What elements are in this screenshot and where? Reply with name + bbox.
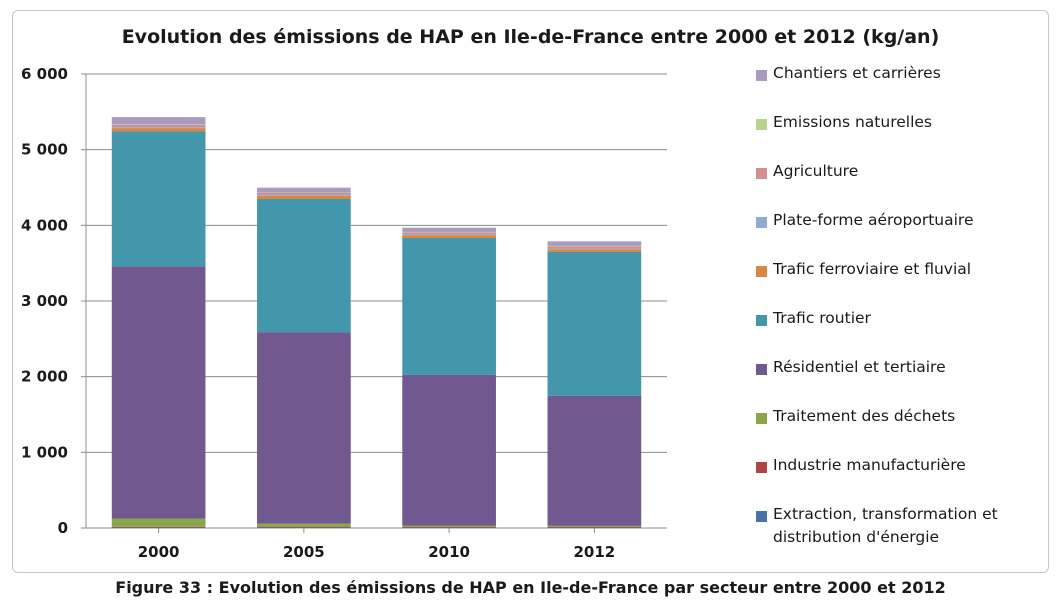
bar-segment <box>547 249 642 252</box>
chart-title: Evolution des émissions de HAP en Ile-de… <box>121 26 940 48</box>
legend-item: Trafic ferroviaire et fluvial <box>756 260 971 281</box>
legend-item: Résidentiel et tertiaire <box>756 358 946 379</box>
y-tick-label: 4 000 <box>21 216 68 234</box>
bar-segment <box>402 525 496 528</box>
bar-segment <box>111 124 206 128</box>
bar-segment <box>111 266 206 519</box>
bar-segment <box>547 525 642 528</box>
figure-caption: Figure 33 : Evolution des émissions de H… <box>115 578 946 597</box>
bar-segment <box>547 527 642 528</box>
bar-segment <box>257 187 351 193</box>
legend-item: Trafic routier <box>756 309 871 330</box>
legend-item: Industrie manufacturière <box>756 456 966 477</box>
legend-item: Agriculture <box>756 162 858 183</box>
legend-swatch <box>756 462 767 473</box>
y-tick-label: 6 000 <box>21 65 68 83</box>
legend-swatch <box>756 511 767 522</box>
y-tick-label: 1 000 <box>21 443 68 461</box>
bar-segment <box>257 199 351 333</box>
legend-label: Extraction, transformation et distributi… <box>773 505 998 546</box>
bar-segment <box>257 195 351 200</box>
legend-label: Traitement des déchets <box>773 407 956 425</box>
bar-segment <box>257 527 351 528</box>
bar-segment <box>111 128 206 132</box>
bar-segment <box>547 246 642 249</box>
x-tick-label: 2010 <box>428 543 470 561</box>
legend-label: Trafic routier <box>773 309 871 327</box>
x-tick-label: 2012 <box>574 543 616 561</box>
legend-swatch <box>756 119 767 130</box>
bar-segment <box>111 127 206 129</box>
y-tick-label: 3 000 <box>21 292 68 310</box>
x-tick-label: 2000 <box>138 543 180 561</box>
legend-label: Industrie manufacturière <box>773 456 966 474</box>
legend-label: Emissions naturelles <box>773 113 932 131</box>
legend-item: Chantiers et carrières <box>756 64 941 85</box>
bar-segment <box>402 374 496 526</box>
bar-segment <box>547 248 642 250</box>
legend-label: Agriculture <box>773 162 859 180</box>
bar-segment <box>257 195 351 196</box>
legend-swatch <box>756 70 767 81</box>
bar-segment <box>111 131 206 267</box>
legend-label: Plate-forme aéroportuaire <box>773 211 974 229</box>
legend-item: Plate-forme aéroportuaire <box>756 211 973 232</box>
legend-label: Chantiers et carrières <box>773 64 941 82</box>
bar-segment <box>402 234 496 236</box>
bar-segment <box>402 227 496 232</box>
bar-segment <box>402 527 496 528</box>
legend-label: Trafic ferroviaire et fluvial <box>773 260 972 278</box>
bar-segment <box>547 395 642 526</box>
bar-segment <box>111 526 206 528</box>
bar-segment <box>257 332 351 524</box>
legend-swatch <box>756 364 767 375</box>
legend-swatch <box>756 413 767 424</box>
x-tick-label: 2005 <box>283 543 325 561</box>
bar-segment <box>257 523 351 528</box>
bar-segment <box>402 237 496 375</box>
y-tick-label: 0 <box>58 519 68 537</box>
legend-item: Traitement des déchets <box>756 407 955 428</box>
legend-item: Extraction, transformation et distributi… <box>756 505 998 549</box>
y-tick-label: 5 000 <box>21 141 68 159</box>
legend-item: Emissions naturelles <box>756 113 932 134</box>
legend-swatch <box>756 217 767 228</box>
bar-segment <box>111 117 206 125</box>
y-tick-label: 2 000 <box>21 368 68 386</box>
legend-swatch <box>756 168 767 179</box>
bar-segment <box>547 251 642 396</box>
legend-label: Résidentiel et tertiaire <box>773 358 946 376</box>
bar-segment <box>402 232 496 235</box>
bar-segment <box>257 192 351 196</box>
bar-segment <box>402 235 496 238</box>
legend-swatch <box>756 315 767 326</box>
legend-swatch <box>756 266 767 277</box>
bar-segment <box>547 241 642 246</box>
bar-segment <box>111 518 206 527</box>
